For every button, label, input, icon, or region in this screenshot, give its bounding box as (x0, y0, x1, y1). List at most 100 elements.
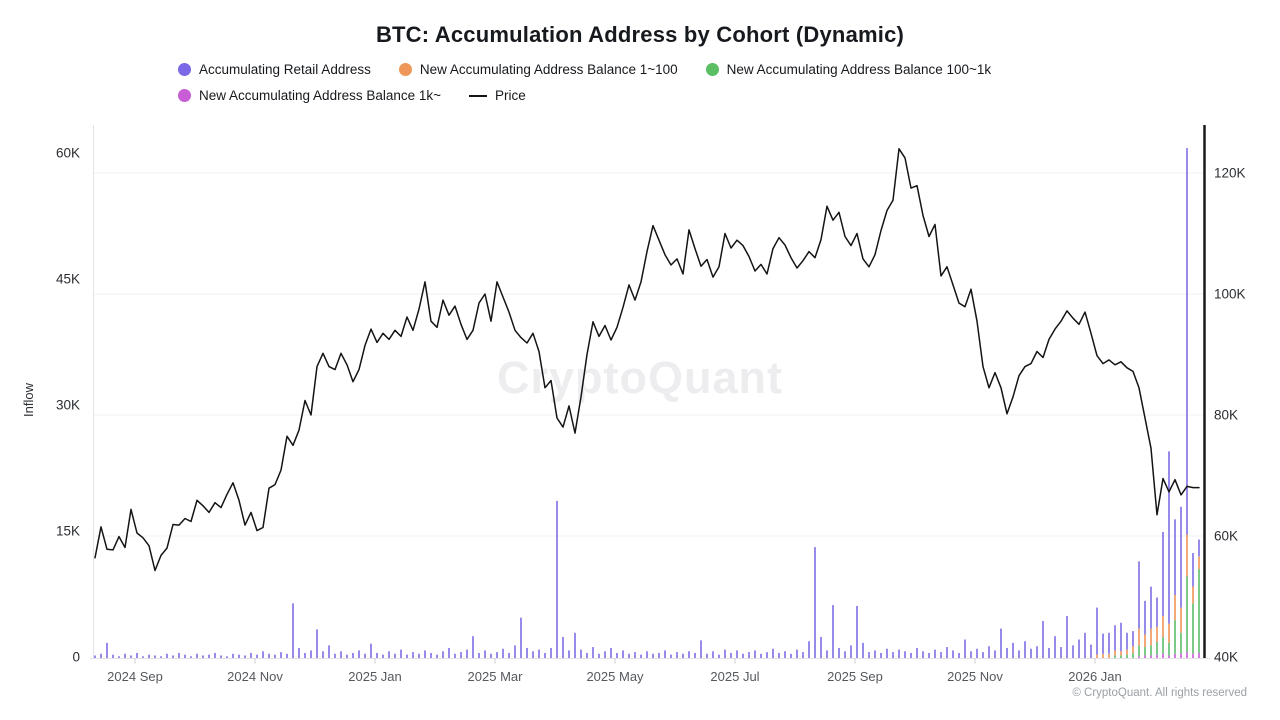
legend-item-label: New Accumulating Address Balance 1k~ (199, 88, 442, 103)
inflow-bar (718, 654, 720, 658)
inflow-bar (1138, 561, 1140, 629)
inflow-bar (298, 647, 300, 658)
inflow-bar (802, 652, 804, 658)
inflow-bar (1138, 628, 1140, 646)
inflow-bar (502, 648, 504, 658)
inflow-bar (304, 652, 306, 658)
inflow-bar (1192, 586, 1194, 604)
inflow-bar (1168, 655, 1170, 658)
inflow-bar (382, 654, 384, 658)
inflow-bar (136, 652, 138, 658)
inflow-bar (424, 650, 426, 658)
price-series-line-icon (469, 94, 488, 97)
inflow-bar (496, 652, 498, 658)
y-right-tick-label: 120K (1214, 166, 1246, 181)
inflow-bar (964, 639, 966, 658)
inflow-bar (100, 653, 102, 658)
inflow-bar (1174, 519, 1176, 595)
inflow-bar (1048, 647, 1050, 658)
copyright-notice: © CryptoQuant. All rights reserved (1072, 687, 1247, 699)
inflow-bar (628, 653, 630, 658)
inflow-bar (106, 642, 108, 658)
inflow-bar (418, 653, 420, 658)
inflow-bar (988, 646, 990, 658)
inflow-bar (1180, 506, 1182, 608)
inflow-bar (256, 654, 258, 658)
inflow-bar (706, 653, 708, 658)
inflow-bar (538, 649, 540, 658)
inflow-bar (250, 652, 252, 658)
inflow-bar (568, 650, 570, 658)
inflow-bar (1012, 642, 1014, 658)
inflow-bar (634, 652, 636, 658)
legend-item-retail[interactable]: Accumulating Retail Address (178, 61, 371, 78)
inflow-bar (436, 654, 438, 658)
inflow-bar (1144, 634, 1146, 648)
inflow-bar (310, 650, 312, 658)
inflow-bar (562, 637, 564, 658)
inflow-bar (844, 651, 846, 658)
inflow-bar (1168, 451, 1170, 624)
y-right-tick-label: 100K (1214, 287, 1246, 302)
inflow-bar (1084, 632, 1086, 658)
inflow-bar (598, 653, 600, 658)
inflow-bar (244, 655, 246, 658)
inflow-bar (904, 651, 906, 658)
legend-item-price[interactable]: Price (469, 87, 526, 104)
inflow-bar (1126, 632, 1128, 650)
y-left-tick-label: 60K (56, 146, 80, 161)
inflow-bar (910, 652, 912, 658)
balance-100-1k-series-dot-icon (705, 63, 719, 76)
inflow-bar (1114, 655, 1116, 658)
inflow-bar (484, 650, 486, 658)
inflow-bar (742, 653, 744, 658)
legend-item-balance-100-1k[interactable]: New Accumulating Address Balance 100~1k (705, 61, 991, 78)
chart-title: BTC: Accumulation Address by Cohort (Dyn… (375, 22, 905, 47)
inflow-bar (976, 648, 978, 658)
inflow-bar (724, 649, 726, 658)
inflow-bar (130, 655, 132, 658)
inflow-bar (160, 656, 162, 658)
inflow-bar (1192, 553, 1194, 587)
inflow-bar (1168, 623, 1170, 643)
inflow-bar (730, 652, 732, 658)
inflow-bar (1120, 622, 1122, 652)
inflow-bar (472, 636, 474, 658)
inflow-bar (1150, 645, 1152, 656)
inflow-bar (784, 651, 786, 658)
inflow-bar (1138, 656, 1140, 658)
inflow-bar (880, 652, 882, 658)
inflow-bar (238, 654, 240, 658)
legend: Accumulating Retail Address New Accumula… (178, 61, 1128, 104)
inflow-bar (922, 651, 924, 658)
legend-item-balance-1-100[interactable]: New Accumulating Address Balance 1~100 (398, 61, 678, 78)
inflow-bar (430, 652, 432, 658)
inflow-bar (700, 640, 702, 658)
inflow-bar (640, 654, 642, 658)
y-right-tick-label: 80K (1214, 408, 1238, 423)
inflow-bar (898, 649, 900, 658)
inflow-bar (778, 652, 780, 658)
inflow-bar (352, 652, 354, 658)
inflow-bar (184, 654, 186, 658)
inflow-bar (1192, 603, 1194, 654)
inflow-bar (736, 650, 738, 658)
inflow-bar (412, 652, 414, 658)
inflow-bar (694, 652, 696, 658)
inflow-bar (1120, 655, 1122, 658)
inflow-bar (112, 654, 114, 658)
inflow-bar (1156, 597, 1158, 627)
legend-item-balance-1k-plus[interactable]: New Accumulating Address Balance 1k~ (178, 87, 441, 104)
inflow-bar (1078, 639, 1080, 658)
inflow-bar (1144, 600, 1146, 635)
inflow-bar (1174, 653, 1176, 658)
inflow-bar (328, 645, 330, 658)
inflow-bar (364, 653, 366, 658)
cryptoquant-watermark: CryptoQuant (497, 352, 783, 403)
inflow-bar (316, 629, 318, 658)
inflow-bar (682, 653, 684, 658)
inflow-bar (286, 653, 288, 658)
x-tick-label: 2025 Nov (947, 669, 1003, 684)
inflow-bar (94, 655, 96, 658)
